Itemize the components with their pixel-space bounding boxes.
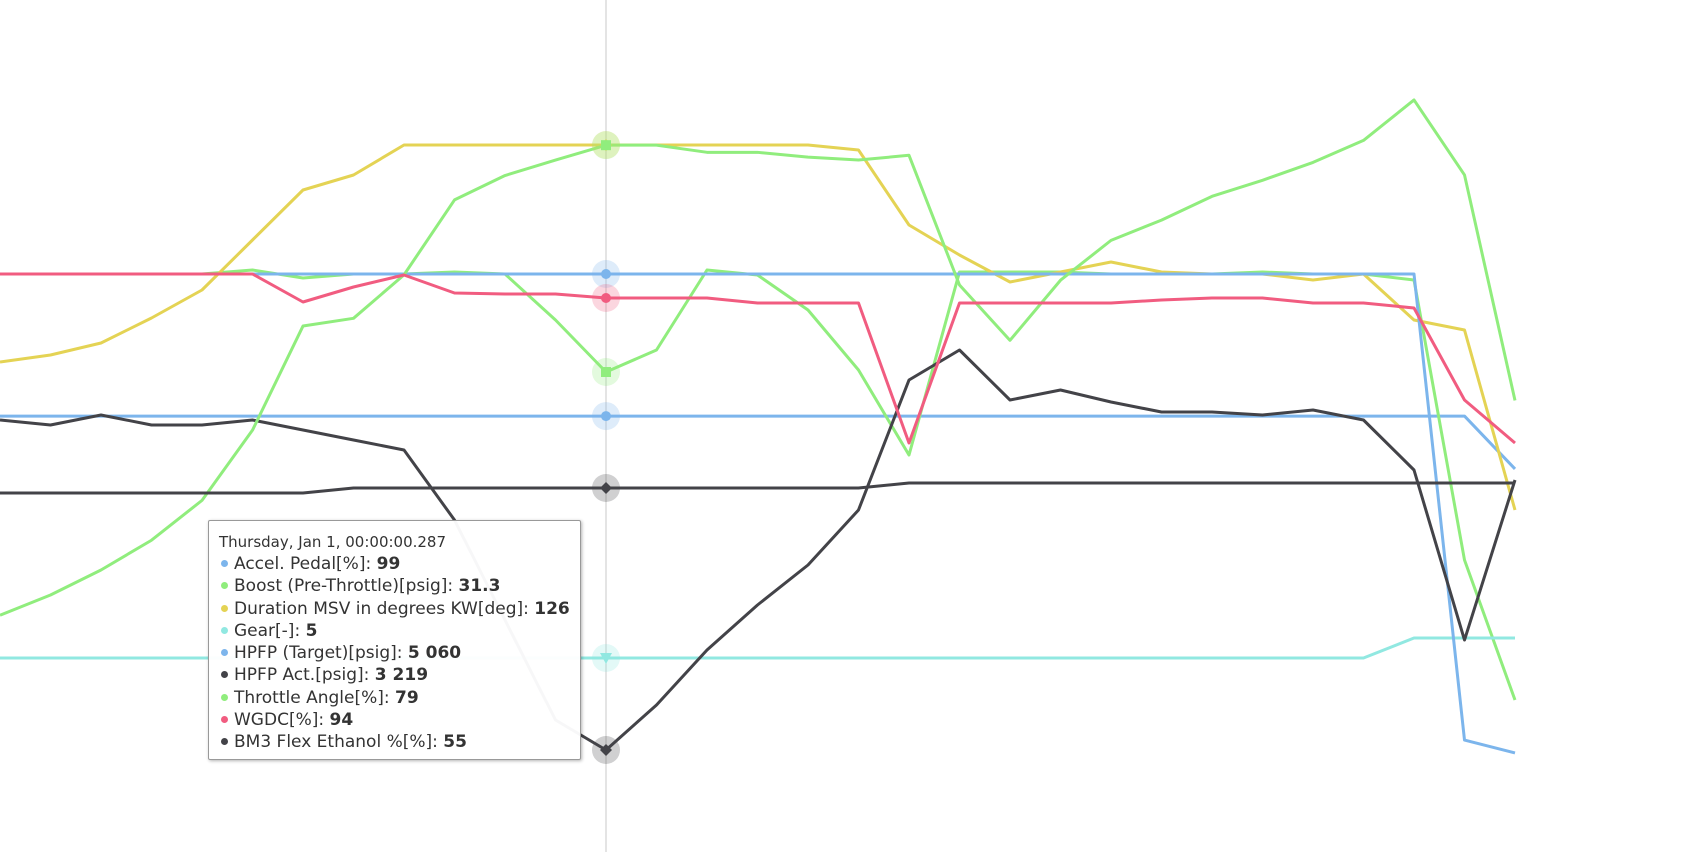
hover-marker bbox=[600, 653, 612, 664]
tooltip-value: 94 bbox=[329, 710, 354, 731]
hover-marker bbox=[601, 293, 611, 303]
series-line bbox=[0, 98, 1517, 617]
tooltip-bullet bbox=[221, 738, 228, 746]
tooltip-series-name: Throttle Angle[%] bbox=[234, 688, 395, 708]
series-line bbox=[0, 348, 1517, 752]
tooltip-row: Gear[-]5 bbox=[219, 620, 570, 642]
tooltip-row: WGDC[%]94 bbox=[219, 709, 570, 731]
tooltip-row: HPFP (Target)[psig]5 060 bbox=[219, 642, 570, 664]
tooltip-bullet bbox=[221, 649, 228, 657]
tooltip-series-name: Duration MSV in degrees KW[deg] bbox=[234, 599, 534, 619]
tooltip-row: HPFP Act.[psig]3 219 bbox=[219, 664, 570, 686]
tooltip-series-name: WGDC[%] bbox=[234, 710, 330, 730]
tooltip-series-name: Gear[-] bbox=[234, 621, 306, 641]
tooltip-series-name: HPFP Act.[psig] bbox=[234, 665, 375, 685]
tooltip-bullet bbox=[221, 671, 228, 679]
series-line bbox=[0, 272, 1516, 445]
tooltip-value: 126 bbox=[534, 598, 570, 619]
tooltip-value: 55 bbox=[443, 732, 467, 753]
tooltip-header: Thursday, Jan 1, 00:00:00.287 bbox=[219, 533, 447, 551]
tooltip-value: 3 219 bbox=[374, 665, 429, 686]
series-line bbox=[0, 143, 1517, 511]
hover-marker bbox=[600, 482, 612, 494]
tooltip-bullet bbox=[221, 626, 228, 634]
hover-marker bbox=[601, 140, 611, 151]
tooltip-value: 79 bbox=[395, 687, 419, 708]
hover-marker bbox=[600, 744, 612, 756]
tooltip-series-name: HPFP (Target)[psig] bbox=[234, 643, 408, 663]
tooltip-value: 5 060 bbox=[407, 643, 462, 664]
tooltip-series-name: BM3 Flex Ethanol %[%] bbox=[234, 732, 443, 752]
tooltip-bullet bbox=[221, 604, 228, 612]
series-line bbox=[0, 414, 1517, 470]
series-line bbox=[0, 481, 1515, 495]
tooltip-row: BM3 Flex Ethanol %[%]55 bbox=[219, 731, 570, 753]
tooltip-value: 5 bbox=[305, 620, 318, 641]
tooltip-series-name: Boost (Pre-Throttle)[psig] bbox=[234, 576, 459, 596]
tooltip-row: Throttle Angle[%]79 bbox=[219, 687, 570, 709]
tooltip-row: Boost (Pre-Throttle)[psig]31.3 bbox=[219, 575, 570, 597]
tooltip-bullet bbox=[221, 582, 228, 590]
tooltip-bullet bbox=[221, 716, 228, 724]
tooltip-bullet bbox=[221, 560, 228, 567]
tooltip-value: 31.3 bbox=[458, 576, 501, 597]
tooltip: Thursday, Jan 1, 00:00:00.287 Accel. Ped… bbox=[208, 520, 581, 760]
hover-marker bbox=[601, 269, 611, 280]
tooltip-row: Accel. Pedal[%]99 bbox=[219, 553, 570, 575]
tooltip-bullet bbox=[221, 693, 228, 701]
tooltip-row: Duration MSV in degrees KW[deg]126 bbox=[219, 598, 570, 620]
hover-marker bbox=[601, 367, 611, 377]
hover-marker bbox=[601, 411, 611, 422]
tooltip-value: 99 bbox=[376, 554, 401, 574]
tooltip-series-name: Accel. Pedal[%] bbox=[234, 554, 377, 574]
